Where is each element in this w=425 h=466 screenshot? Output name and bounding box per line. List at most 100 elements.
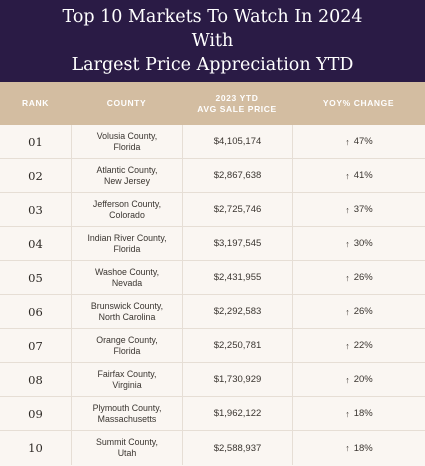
county-cell: Atlantic County, New Jersey — [71, 159, 182, 192]
column-header-price: 2023 YTD AVG SALE PRICE — [182, 93, 292, 115]
table-body: 01 Volusia County, Florida $4,105,174 ↑ … — [0, 125, 425, 465]
up-arrow-icon: ↑ — [345, 306, 350, 317]
county-state: Massachusetts — [97, 413, 157, 424]
county-cell: Orange County, Florida — [71, 329, 182, 362]
column-header-county: COUNTY — [106, 98, 147, 108]
county-state: New Jersey — [104, 175, 150, 186]
county-cell: Jefferson County, Colorado — [71, 193, 182, 226]
price-cell: $2,292,583 — [182, 295, 292, 328]
change-cell: ↑ 18% — [292, 397, 425, 430]
change-value: 20% — [353, 374, 373, 385]
change-cell: ↑ 22% — [292, 329, 425, 362]
county-state: Colorado — [109, 209, 145, 220]
rank-cell: 07 — [28, 338, 43, 353]
page-title: Top 10 Markets To Watch In 2024 With Lar… — [43, 5, 383, 77]
change-value: 22% — [353, 340, 373, 351]
change-value: 18% — [353, 408, 373, 419]
change-cell: ↑ 41% — [292, 159, 425, 192]
county-name: Atlantic County, — [96, 164, 158, 175]
price-cell: $4,105,174 — [182, 125, 292, 158]
rank-cell: 09 — [28, 406, 43, 421]
change-value: 26% — [353, 272, 373, 283]
table-row: 04 Indian River County, Florida $3,197,5… — [0, 227, 425, 261]
table-row: 02 Atlantic County, New Jersey $2,867,63… — [0, 159, 425, 193]
price-cell: $3,197,545 — [182, 227, 292, 260]
table-row: 08 Fairfax County, Virginia $1,730,929 ↑… — [0, 363, 425, 397]
price-cell: $2,867,638 — [182, 159, 292, 192]
county-cell: Plymouth County, Massachusetts — [71, 397, 182, 430]
change-value: 41% — [353, 170, 373, 181]
county-name: Volusia County, — [96, 130, 158, 141]
header-banner: Top 10 Markets To Watch In 2024 With Lar… — [0, 0, 425, 82]
table-row: 07 Orange County, Florida $2,250,781 ↑ 2… — [0, 329, 425, 363]
county-state: Florida — [113, 141, 141, 152]
county-name: Fairfax County, — [97, 368, 157, 379]
county-state: Virginia — [112, 379, 142, 390]
up-arrow-icon: ↑ — [345, 374, 350, 385]
change-value: 47% — [353, 136, 373, 147]
change-cell: ↑ 30% — [292, 227, 425, 260]
county-name: Indian River County, — [87, 232, 167, 243]
column-header-change: YOY% CHANGE — [322, 98, 395, 108]
rank-cell: 06 — [28, 304, 43, 319]
change-cell: ↑ 18% — [292, 431, 425, 465]
county-cell: Volusia County, Florida — [71, 125, 182, 158]
county-cell: Brunswick County, North Carolina — [71, 295, 182, 328]
column-header-price-line-2: AVG SALE PRICE — [197, 103, 277, 114]
column-header-rank: RANK — [22, 98, 49, 108]
county-name: Summit County, — [96, 437, 158, 447]
rank-cell: 10 — [28, 441, 43, 455]
up-arrow-icon: ↑ — [345, 170, 350, 181]
county-state: Florida — [113, 345, 141, 356]
price-cell: $1,730,929 — [182, 363, 292, 396]
county-state: Nevada — [111, 277, 143, 288]
county-cell: Indian River County, Florida — [71, 227, 182, 260]
county-cell: Washoe County, Nevada — [71, 261, 182, 294]
change-value: 18% — [353, 442, 373, 454]
title-line-1: Top 10 Markets To Watch In 2024 With — [62, 7, 363, 51]
column-header-price-line-1: 2023 YTD — [215, 92, 259, 103]
table-row: 03 Jefferson County, Colorado $2,725,746… — [0, 193, 425, 227]
up-arrow-icon: ↑ — [345, 408, 350, 419]
change-value: 37% — [353, 204, 373, 215]
county-name: Plymouth County, — [92, 402, 162, 413]
table-row: 05 Washoe County, Nevada $2,431,955 ↑ 26… — [0, 261, 425, 295]
county-name: Washoe County, — [94, 266, 160, 277]
table-row: 09 Plymouth County, Massachusetts $1,962… — [0, 397, 425, 431]
rank-cell: 08 — [28, 372, 43, 387]
price-cell: $1,962,122 — [182, 397, 292, 430]
up-arrow-icon: ↑ — [345, 272, 350, 283]
county-state: North Carolina — [98, 311, 156, 322]
county-name: Orange County, — [96, 334, 158, 345]
title-line-2: Largest Price Appreciation YTD — [71, 55, 354, 75]
county-state: Florida — [113, 243, 141, 254]
change-cell: ↑ 37% — [292, 193, 425, 226]
change-value: 26% — [353, 306, 373, 317]
table-row: 10 Summit County, Utah $2,588,937 ↑ 18% — [0, 431, 425, 465]
price-cell: $2,250,781 — [182, 329, 292, 362]
change-cell: ↑ 20% — [292, 363, 425, 396]
up-arrow-icon: ↑ — [345, 340, 350, 351]
rank-cell: 03 — [28, 202, 43, 217]
up-arrow-icon: ↑ — [345, 238, 350, 249]
rank-cell: 02 — [28, 168, 43, 183]
up-arrow-icon: ↑ — [345, 136, 350, 147]
table-header: RANK COUNTY 2023 YTD AVG SALE PRICE YOY%… — [0, 82, 425, 125]
change-cell: ↑ 26% — [292, 295, 425, 328]
price-cell: $2,588,937 — [182, 431, 292, 465]
county-cell: Fairfax County, Virginia — [71, 363, 182, 396]
change-cell: ↑ 47% — [292, 125, 425, 158]
rank-cell: 04 — [28, 236, 43, 251]
change-value: 30% — [353, 238, 373, 249]
change-cell: ↑ 26% — [292, 261, 425, 294]
table-row: 01 Volusia County, Florida $4,105,174 ↑ … — [0, 125, 425, 159]
county-state: Utah — [117, 448, 137, 458]
price-cell: $2,725,746 — [182, 193, 292, 226]
county-name: Jefferson County, — [92, 198, 162, 209]
county-name: Brunswick County, — [90, 300, 164, 311]
table-row: 06 Brunswick County, North Carolina $2,2… — [0, 295, 425, 329]
price-cell: $2,431,955 — [182, 261, 292, 294]
rank-cell: 01 — [28, 134, 43, 149]
up-arrow-icon: ↑ — [345, 204, 350, 215]
